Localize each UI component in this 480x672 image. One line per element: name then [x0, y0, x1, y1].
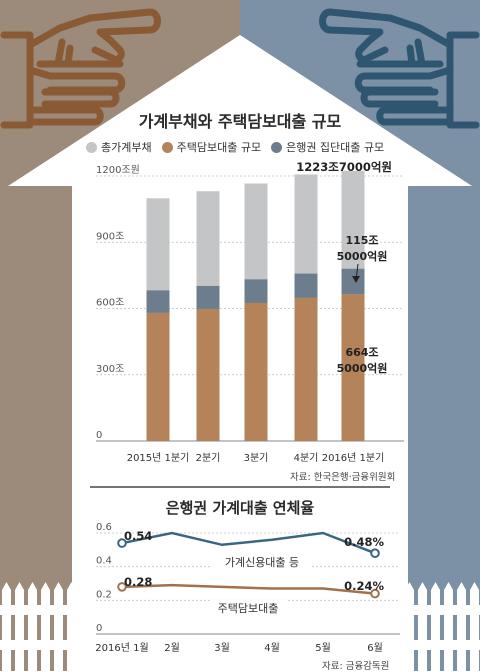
- fence-picket: [444, 582, 453, 671]
- y-tick-label: 0.6: [96, 522, 112, 533]
- legend-item-group-loan: 은행권 집단대출 규모: [271, 139, 384, 155]
- data-label-arrow: [352, 276, 360, 283]
- x-tick-label: 2월: [164, 642, 180, 654]
- bar-mortgage: [244, 302, 268, 441]
- data-label-credit-first: 0.54: [124, 529, 152, 543]
- data-label-mortgage-last: 0.24%: [344, 579, 384, 593]
- data-label-mortgage-first: 0.28: [124, 575, 152, 589]
- chart2-source: 자료: 금융감독원: [322, 661, 390, 672]
- line-credit-point: [370, 548, 380, 559]
- fence-picket: [431, 582, 440, 671]
- series-label-credit: 가계신용대출 등: [225, 556, 299, 569]
- x-tick-label: 2016년 1분기: [322, 452, 385, 464]
- pointing-hand-left-icon: [0, 8, 161, 129]
- x-tick-label: 3월: [214, 642, 230, 654]
- bar-group-loan: [146, 290, 170, 313]
- y-tick-label: 0: [96, 430, 102, 441]
- chart1-source: 자료: 한국은행·금융위원회: [290, 472, 396, 483]
- y-tick-label: 600조: [96, 298, 124, 309]
- x-tick-label: 6월: [367, 642, 383, 654]
- fence-picket: [67, 582, 76, 671]
- y-tick-label: 300조: [96, 364, 124, 375]
- data-label-group-loan: 115조: [345, 234, 378, 247]
- fence-picket: [405, 582, 414, 671]
- line-credit-point: [117, 538, 127, 548]
- data-label-mortgage: 664조: [345, 346, 378, 359]
- bar-group-loan: [294, 273, 318, 298]
- bar-mortgage: [341, 294, 365, 441]
- x-tick-label: 5월: [315, 642, 331, 654]
- data-label-credit-last: 0.48%: [344, 535, 384, 549]
- x-tick-label: 2분기: [196, 452, 221, 464]
- bar-group-loan: [196, 285, 220, 309]
- pointing-hand-right-icon: [319, 8, 480, 129]
- bar-group-loan: [341, 268, 365, 295]
- data-label-mortgage: 5000억원: [337, 361, 388, 375]
- legend-dot: [86, 141, 97, 153]
- line-credit: [121, 531, 376, 555]
- series-label-mortgage: 주택담보대출: [218, 602, 279, 615]
- fence-picket: [54, 582, 63, 671]
- x-tick-label: 2015년 1분기: [127, 452, 190, 464]
- line-mortgage: [121, 583, 376, 595]
- chart1-legend: 총가계부채 주택담보대출 규모 은행권 집단대출 규모: [86, 139, 384, 155]
- y-tick-label: 1200조원: [96, 164, 140, 176]
- x-tick-label: 4월: [264, 642, 280, 654]
- bar-group-loan: [244, 279, 268, 303]
- data-label-total: 1223조7000억원: [296, 160, 392, 174]
- line-mortgage-point: [370, 588, 380, 599]
- fence-picket: [2, 582, 11, 671]
- x-tick-label: 2016년 1월: [95, 642, 148, 654]
- chart1-title: 가계부채와 주택담보대출 규모: [138, 112, 342, 131]
- series-label-bg: [210, 600, 286, 615]
- fence-rail: [0, 640, 480, 650]
- bar-mortgage: [146, 312, 170, 441]
- x-tick-label: 4분기: [294, 452, 319, 464]
- legend-label: 주택담보대출 규모: [176, 141, 262, 154]
- data-label-group-loan: 5000억원: [337, 249, 388, 263]
- fence-picket: [418, 582, 427, 671]
- fence-picket: [15, 582, 24, 671]
- fence-picket: [470, 582, 479, 671]
- legend-dot: [271, 141, 283, 153]
- fence-picket: [41, 582, 50, 671]
- legend-item-total: 총가계부채: [86, 139, 152, 155]
- bar-mortgage: [196, 308, 220, 441]
- y-tick-label: 0.4: [96, 556, 112, 567]
- y-tick-label: 0.2: [96, 589, 112, 600]
- chart2-title: 은행권 가계대출 연체율: [165, 499, 315, 517]
- fence-picket: [457, 582, 466, 671]
- legend-item-mortgage: 주택담보대출 규모: [161, 139, 262, 155]
- x-tick-label: 3분기: [244, 452, 269, 464]
- legend-label: 총가계부채: [101, 141, 152, 154]
- y-tick-label: 900조: [96, 231, 124, 242]
- legend-dot: [161, 141, 173, 153]
- bar-mortgage: [294, 297, 318, 441]
- legend-label: 은행권 집단대출 규모: [286, 141, 385, 154]
- y-tick-label: 0: [96, 623, 102, 634]
- line-mortgage-point: [117, 582, 127, 592]
- fence-picket: [28, 582, 37, 671]
- series-label-bg: [212, 554, 312, 569]
